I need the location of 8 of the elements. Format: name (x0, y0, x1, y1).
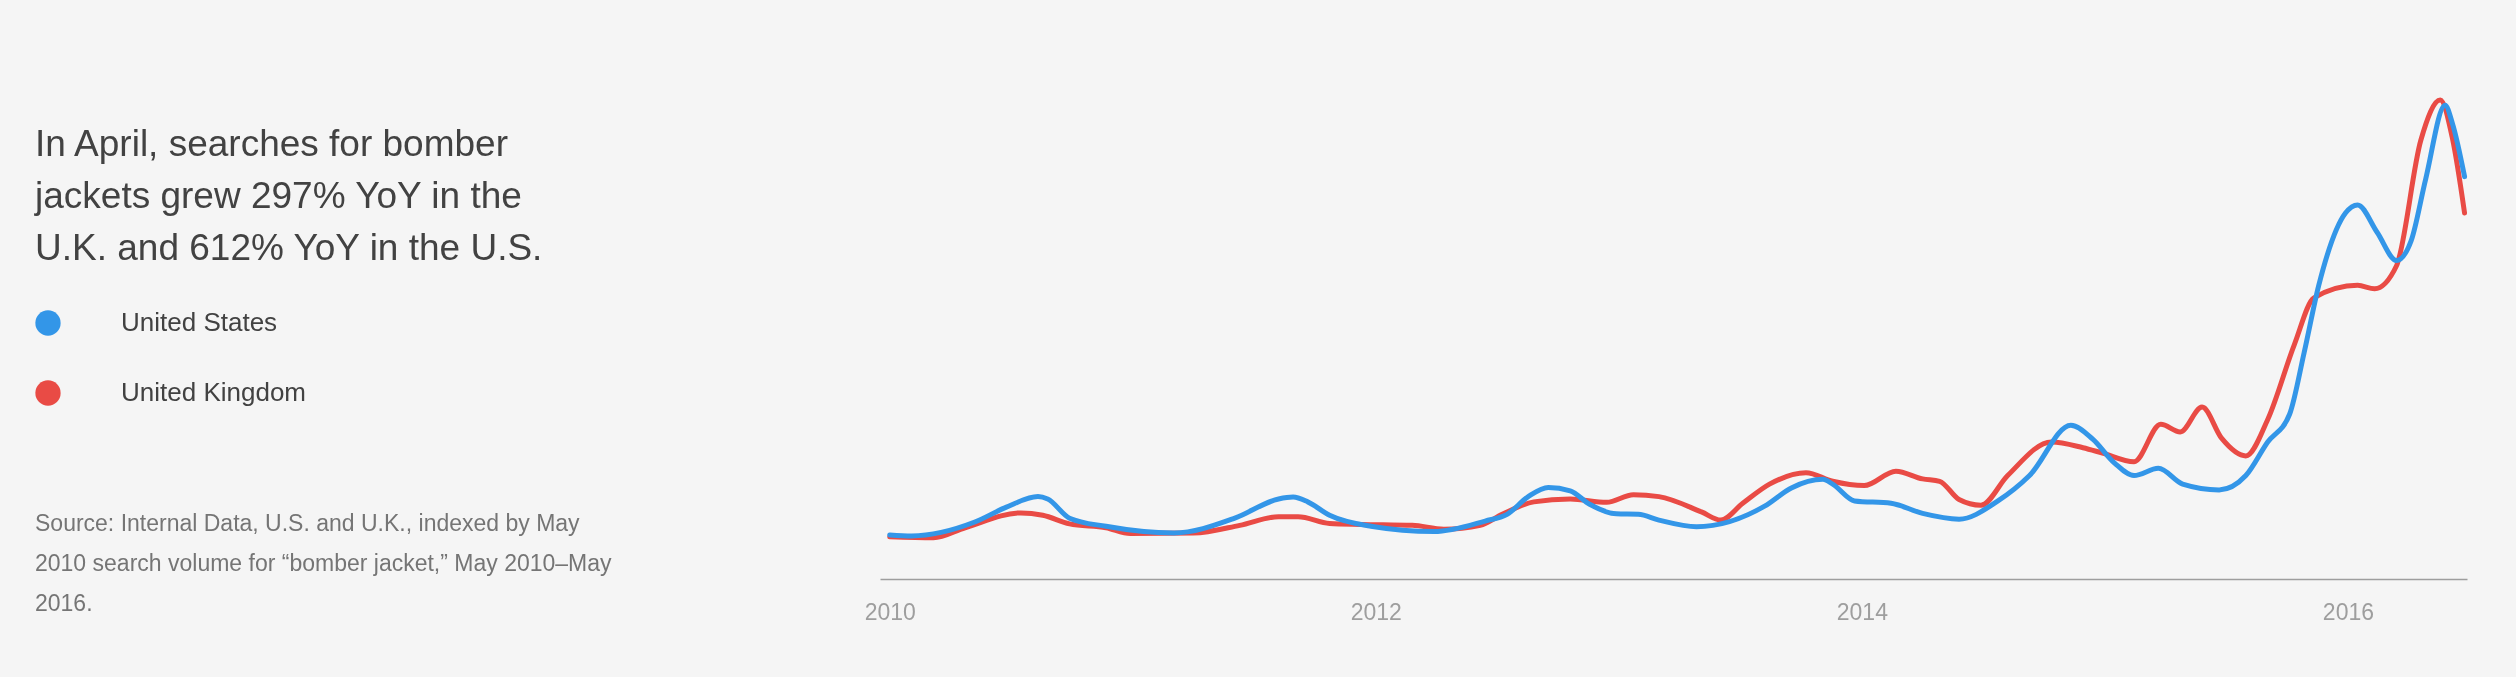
source-note: Source: Internal Data, U.S. and U.K., indexed by May 2010 search volume for “bomber jacket,” May 2010–May 2016. (35, 509, 613, 618)
x-tick-label: 2016 (2322, 598, 2374, 625)
text: In April, searches for bomber jackets grew 297% YoY in the U.K. and 612% YoY in the U.S. (35, 122, 544, 270)
legend-label: United Kingdom (121, 377, 306, 407)
x-tick-label: 2012 (1350, 598, 1402, 625)
legend-label: United States (121, 307, 278, 337)
x-tick-label: 2010 (864, 598, 916, 625)
x-tick-label: 2014 (1836, 598, 1889, 625)
